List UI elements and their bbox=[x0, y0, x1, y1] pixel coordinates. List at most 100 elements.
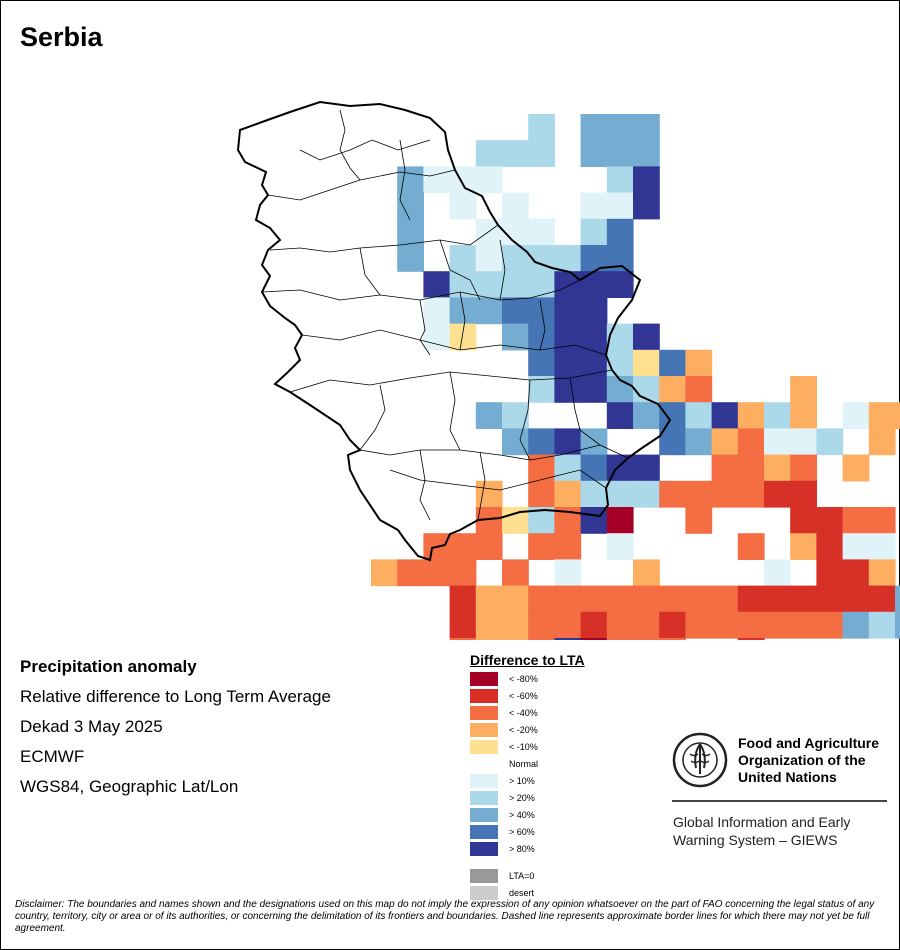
anomaly-cell bbox=[659, 428, 686, 456]
anomaly-cell bbox=[554, 376, 582, 403]
legend-item: > 20% bbox=[470, 791, 535, 805]
legend-item: < -80% bbox=[470, 672, 538, 686]
anomaly-cell bbox=[528, 323, 555, 351]
anomaly-cell bbox=[790, 611, 817, 639]
anomaly-cell bbox=[816, 533, 844, 560]
anomaly-cell bbox=[502, 271, 529, 298]
anomaly-cell bbox=[528, 454, 555, 482]
legend-swatch bbox=[470, 791, 498, 805]
anomaly-cell bbox=[895, 611, 900, 639]
anomaly-cell bbox=[764, 480, 791, 508]
anomaly-cell bbox=[606, 218, 634, 246]
legend-swatch bbox=[470, 808, 498, 822]
disclaimer: Disclaimer: The boundaries and names sho… bbox=[15, 899, 875, 934]
anomaly-cell bbox=[868, 533, 896, 560]
anomaly-cell bbox=[475, 218, 503, 246]
anomaly-cell bbox=[737, 480, 765, 508]
anomaly-cell bbox=[842, 585, 870, 613]
anomaly-cell bbox=[423, 323, 451, 351]
anomaly-cell bbox=[764, 585, 791, 613]
anomaly-cell bbox=[737, 402, 765, 429]
legend-item: > 80% bbox=[470, 842, 535, 856]
anomaly-cell bbox=[475, 480, 503, 508]
anomaly-cell bbox=[868, 559, 896, 587]
anomaly-cell bbox=[397, 245, 424, 272]
anomaly-cell bbox=[737, 585, 765, 613]
anomaly-cell bbox=[790, 507, 817, 534]
anomaly-cell bbox=[606, 638, 634, 640]
anomaly-cell bbox=[554, 454, 582, 482]
anomaly-cell bbox=[633, 638, 660, 640]
anomaly-cell bbox=[528, 638, 555, 640]
info-projection: WGS84, Geographic Lat/Lon bbox=[20, 777, 239, 796]
legend-label: > 10% bbox=[509, 776, 535, 786]
org-divider bbox=[672, 800, 887, 802]
legend-item: > 60% bbox=[470, 825, 535, 839]
fao-logo-icon bbox=[672, 732, 728, 788]
anomaly-cell bbox=[842, 402, 870, 429]
anomaly-cell bbox=[606, 349, 634, 377]
anomaly-cell bbox=[475, 140, 503, 167]
legend-item: Normal bbox=[470, 757, 538, 771]
anomaly-cell bbox=[816, 428, 844, 456]
anomaly-cell bbox=[868, 428, 896, 456]
anomaly-cell bbox=[502, 402, 529, 429]
legend-label: < -10% bbox=[509, 742, 538, 752]
anomaly-cell bbox=[842, 611, 870, 639]
anomaly-cell bbox=[606, 271, 634, 298]
legend-label: < -20% bbox=[509, 725, 538, 735]
anomaly-cell bbox=[685, 402, 713, 429]
anomaly-cell bbox=[580, 323, 608, 351]
anomaly-cell bbox=[449, 245, 477, 272]
anomaly-cell bbox=[528, 271, 555, 298]
anomaly-cell bbox=[580, 297, 608, 325]
legend-label: > 80% bbox=[509, 844, 535, 854]
legend-swatch bbox=[470, 706, 498, 720]
anomaly-cell bbox=[554, 638, 582, 640]
anomaly-cell bbox=[423, 271, 451, 298]
anomaly-cell bbox=[606, 585, 634, 613]
anomaly-cell bbox=[711, 454, 739, 482]
anomaly-cell bbox=[502, 218, 529, 246]
anomaly-cell bbox=[475, 611, 503, 639]
anomaly-cell bbox=[764, 454, 791, 482]
anomaly-cell bbox=[580, 218, 608, 246]
legend-item: > 10% bbox=[470, 774, 535, 788]
legend-title: Difference to LTA bbox=[470, 652, 585, 668]
legend-swatch bbox=[470, 886, 498, 900]
anomaly-cell bbox=[580, 140, 608, 167]
anomaly-cell bbox=[633, 611, 660, 639]
anomaly-cell bbox=[816, 585, 844, 613]
anomaly-cell bbox=[502, 638, 529, 640]
anomaly-cell bbox=[528, 428, 555, 456]
anomaly-cell bbox=[764, 559, 791, 587]
info-source: ECMWF bbox=[20, 747, 85, 766]
legend-swatch bbox=[470, 672, 498, 686]
legend-swatch bbox=[470, 774, 498, 788]
anomaly-cell bbox=[528, 480, 555, 508]
anomaly-cell bbox=[659, 585, 686, 613]
anomaly-cell bbox=[711, 585, 739, 613]
anomaly-cell bbox=[737, 454, 765, 482]
anomaly-cell bbox=[554, 349, 582, 377]
anomaly-cell bbox=[659, 402, 686, 429]
anomaly-cell bbox=[475, 402, 503, 429]
anomaly-cell bbox=[580, 271, 608, 298]
anomaly-cell bbox=[685, 611, 713, 639]
anomaly-cell bbox=[423, 166, 451, 194]
anomaly-cell bbox=[737, 533, 765, 560]
anomaly-cell bbox=[868, 507, 896, 534]
anomaly-cell bbox=[528, 611, 555, 639]
anomaly-cell bbox=[685, 585, 713, 613]
anomaly-cell bbox=[475, 585, 503, 613]
anomaly-cell bbox=[790, 585, 817, 613]
anomaly-cell bbox=[606, 192, 634, 220]
anomaly-cell bbox=[790, 454, 817, 482]
anomaly-cell bbox=[449, 166, 477, 194]
anomaly-cell bbox=[659, 480, 686, 508]
anomaly-cell bbox=[423, 297, 451, 325]
legend-item: < -40% bbox=[470, 706, 538, 720]
anomaly-grid bbox=[371, 114, 900, 640]
anomaly-cell bbox=[502, 559, 529, 587]
anomaly-cell bbox=[606, 533, 634, 560]
